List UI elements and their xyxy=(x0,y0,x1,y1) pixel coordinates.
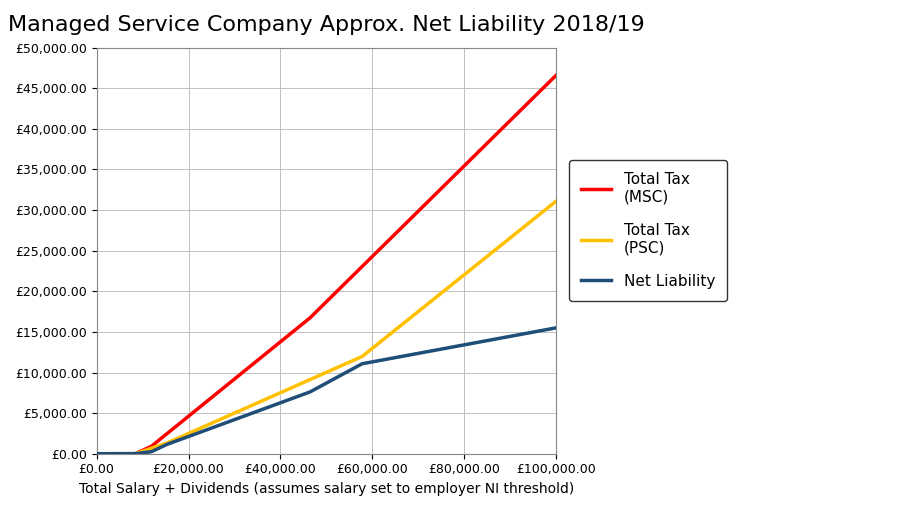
Line: Total Tax
(PSC): Total Tax (PSC) xyxy=(96,201,557,454)
Net Liability xyxy=(293,393,304,399)
X-axis label: Total Salary + Dividends (assumes salary set to employer NI threshold): Total Salary + Dividends (assumes salary… xyxy=(79,482,574,496)
Total Tax
(MSC) xyxy=(458,164,469,170)
Net Liability xyxy=(458,342,469,348)
Net Liability xyxy=(449,343,460,350)
Legend: Total Tax
(MSC), Total Tax
(PSC), Net Liability: Total Tax (MSC), Total Tax (PSC), Net Li… xyxy=(568,160,727,301)
Total Tax
(MSC) xyxy=(449,172,460,178)
Total Tax
(MSC) xyxy=(293,324,304,330)
Total Tax
(PSC) xyxy=(277,389,288,395)
Total Tax
(MSC) xyxy=(277,337,288,343)
Total Tax
(PSC) xyxy=(458,272,469,278)
Net Liability xyxy=(91,451,102,457)
Line: Total Tax
(MSC): Total Tax (MSC) xyxy=(96,75,557,454)
Net Liability xyxy=(407,352,418,358)
Total Tax
(PSC) xyxy=(449,279,460,285)
Total Tax
(PSC) xyxy=(293,381,304,387)
Total Tax
(PSC) xyxy=(138,448,149,454)
Title: Managed Service Company Approx. Net Liability 2018/19: Managed Service Company Approx. Net Liab… xyxy=(8,15,645,35)
Total Tax
(PSC) xyxy=(91,451,102,457)
Total Tax
(MSC) xyxy=(407,214,418,220)
Total Tax
(MSC) xyxy=(138,447,149,453)
Total Tax
(MSC) xyxy=(91,451,102,457)
Line: Net Liability: Net Liability xyxy=(96,328,557,454)
Net Liability xyxy=(551,325,562,331)
Total Tax
(PSC) xyxy=(551,198,562,204)
Total Tax
(PSC) xyxy=(407,313,418,319)
Net Liability xyxy=(277,399,288,405)
Net Liability xyxy=(138,450,149,456)
Total Tax
(MSC) xyxy=(551,72,562,78)
